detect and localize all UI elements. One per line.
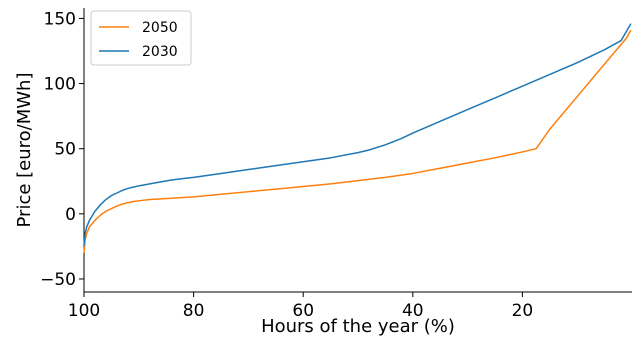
- y-tick-label: 100: [44, 75, 76, 95]
- x-axis-label: Hours of the year (%): [261, 316, 455, 337]
- y-tick-label: 150: [44, 9, 76, 29]
- y-axis-ticks: −50 0 50 100 150: [40, 9, 84, 290]
- x-tick-label: 80: [183, 301, 205, 321]
- legend: 2050 2030: [90, 10, 192, 66]
- legend-label-2050: 2050: [142, 20, 178, 36]
- x-axis-ticks: 100 80 60 40 20: [68, 292, 533, 321]
- x-tick-label: 20: [512, 301, 534, 321]
- y-tick-label: −50: [40, 270, 76, 290]
- y-tick-label: 0: [65, 205, 76, 225]
- x-tick-label: 40: [402, 301, 424, 321]
- y-tick-label: 50: [54, 140, 76, 160]
- series-lines: [83, 23, 632, 253]
- y-axis-label: Price [euro/MWh]: [14, 73, 35, 228]
- series-line-2030: [83, 23, 632, 247]
- legend-label-2030: 2030: [142, 44, 178, 60]
- series-line-2050: [83, 29, 632, 253]
- x-tick-label: 60: [292, 301, 314, 321]
- x-tick-label: 100: [68, 301, 100, 321]
